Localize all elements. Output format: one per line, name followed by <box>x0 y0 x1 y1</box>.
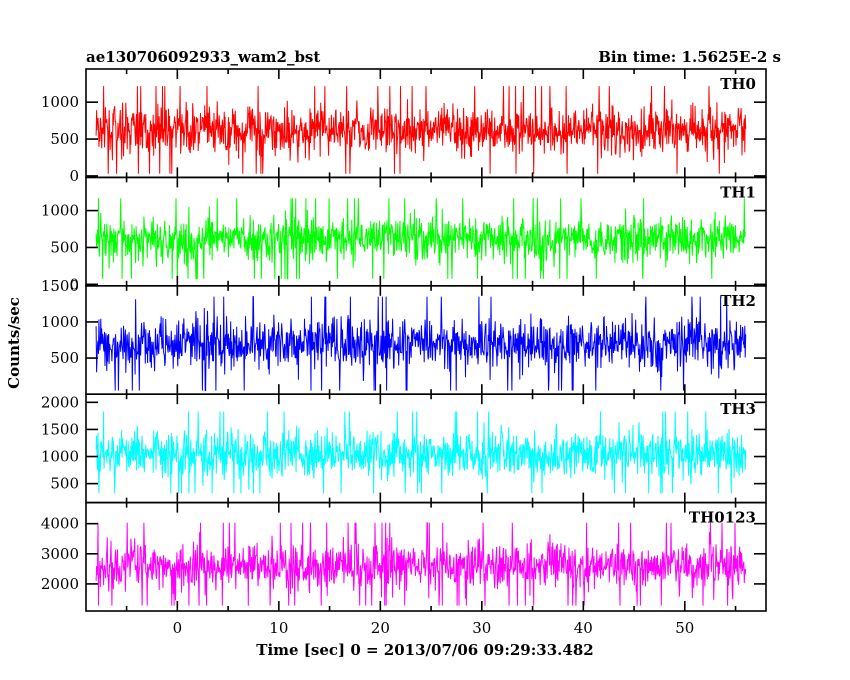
panel-name-th0123: TH0123 <box>689 509 756 527</box>
panel-th0123: 2000 3000 4000 TH0123 <box>41 501 767 612</box>
y-tick-label: 500 <box>50 238 79 256</box>
y-tick-label: 2000 <box>41 393 79 411</box>
panel-th0: 0 500 1000 TH0 <box>41 68 767 185</box>
y-tick-label: 4000 <box>41 515 79 533</box>
y-tick-label: 1000 <box>41 202 79 220</box>
series-line-th0 <box>95 86 747 174</box>
chart-title-right: Bin time: 1.5625E-2 s <box>598 48 781 66</box>
panel-name-th2: TH2 <box>720 292 756 310</box>
y-tick-label: 1500 <box>41 420 79 438</box>
panel-th2: 500 1000 1500 TH2 <box>41 277 767 395</box>
chart-title-left: ae130706092933_wam2_bst <box>86 48 320 66</box>
panel-frame <box>85 501 767 612</box>
x-tick-label: 0 <box>173 619 183 637</box>
y-tick-label: 1500 <box>41 277 79 295</box>
panel-th3: 500 1000 1500 2000 TH3 <box>41 393 767 504</box>
series-line-th1 <box>95 198 746 280</box>
y-tick-label: 500 <box>50 349 79 367</box>
y-tick-label: 2000 <box>41 575 79 593</box>
panel-name-th3: TH3 <box>720 400 756 418</box>
panel-name-th1: TH1 <box>720 183 756 201</box>
panel-name-th0: TH0 <box>720 75 756 93</box>
x-tick-label: 20 <box>371 619 390 637</box>
panels-group: 05001000TH005001000TH150010001500TH25001… <box>41 68 767 637</box>
y-tick-label: 1000 <box>41 93 79 111</box>
y-tick-label: 1000 <box>41 448 79 466</box>
x-tick-label: 40 <box>574 619 593 637</box>
y-tick-label: 3000 <box>41 545 79 563</box>
x-tick-label: 50 <box>675 619 694 637</box>
y-tick-label: 0 <box>69 167 79 185</box>
x-axis-label: Time [sec] 0 = 2013/07/06 09:29:33.482 <box>256 641 593 659</box>
y-axis-label: Counts/sec <box>5 297 23 389</box>
series-line-th0123 <box>95 522 747 606</box>
panel-th1: 0 500 1000 TH1 <box>41 176 767 293</box>
series-line-th2 <box>95 296 747 392</box>
series-line-th3 <box>95 411 747 494</box>
y-tick-label: 1000 <box>41 313 79 331</box>
y-tick-label: 0 <box>69 275 79 293</box>
x-tick-label: 10 <box>269 619 288 637</box>
x-tick-label: 30 <box>472 619 491 637</box>
y-tick-label: 500 <box>50 130 79 148</box>
y-tick-label: 500 <box>50 475 79 493</box>
